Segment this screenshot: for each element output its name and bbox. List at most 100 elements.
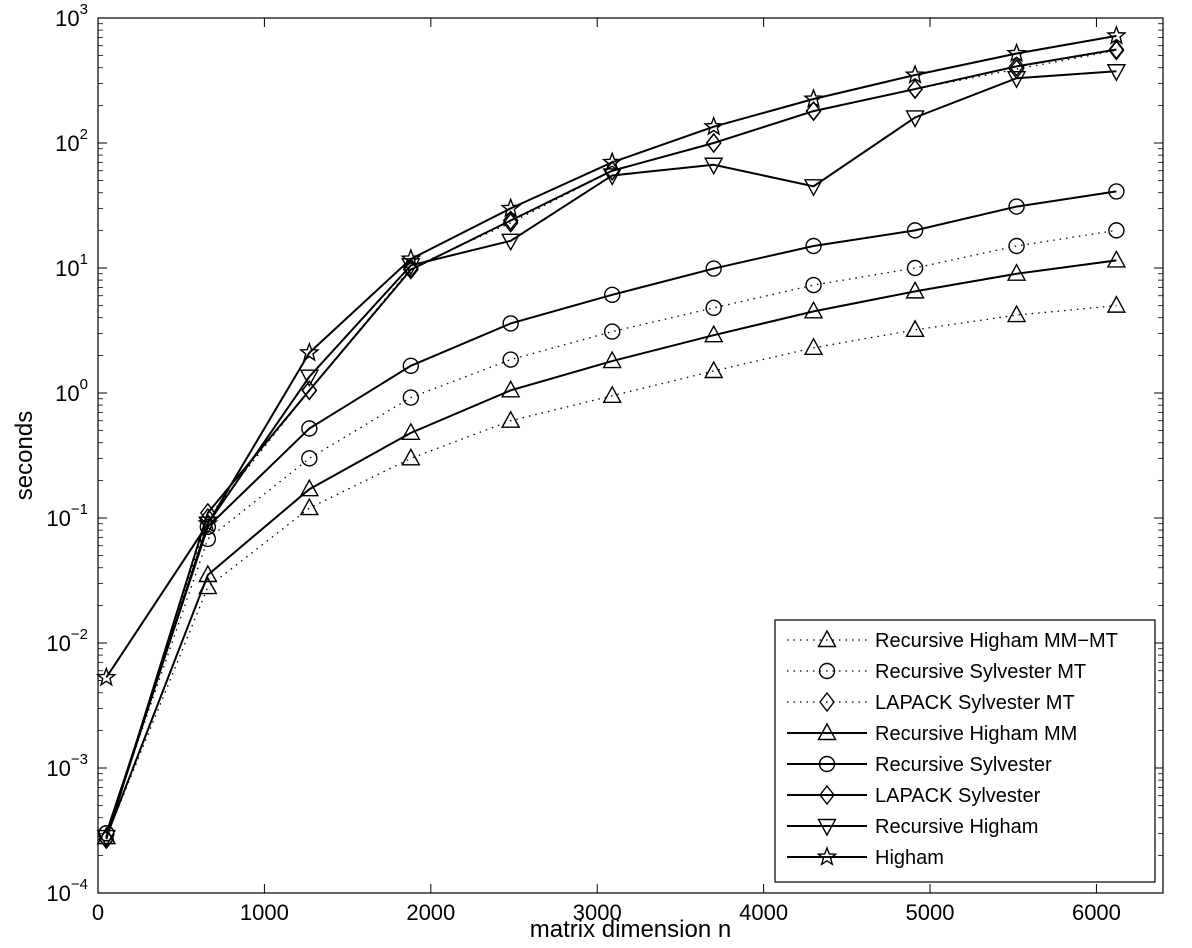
- legend-marker: [817, 722, 837, 741]
- data-point: [906, 222, 924, 239]
- data-point: [1006, 263, 1027, 281]
- y-tick-base: 10: [46, 881, 70, 906]
- data-point: [803, 179, 824, 197]
- data-point: [803, 87, 824, 108]
- legend: Recursive Higham MM−MT Recursive Sylveste…: [774, 619, 1156, 883]
- data-point: [602, 385, 622, 403]
- y-tick-label: 10−3: [46, 751, 88, 781]
- data-point: [400, 248, 422, 268]
- y-tick-label: 10−2: [46, 626, 88, 656]
- legend-marker: [819, 691, 835, 713]
- data-point: [1008, 56, 1025, 77]
- data-point: [904, 64, 926, 84]
- legend-marker: [818, 755, 836, 773]
- legend-item: LAPACK Sylvester MT: [787, 691, 1075, 714]
- legend-item: Recursive Higham: [787, 816, 1038, 838]
- data-point: [805, 100, 822, 122]
- y-tick-base: 10: [46, 506, 70, 531]
- data-point: [1006, 42, 1028, 63]
- y-tick-base: 10: [55, 381, 79, 406]
- data-point: [502, 212, 519, 233]
- data-point: [502, 210, 519, 231]
- data-point: [704, 324, 724, 343]
- data-point: [401, 447, 421, 466]
- legend-marker: [819, 784, 835, 806]
- data-point: [603, 323, 621, 340]
- y-tick-base: 10: [46, 756, 70, 781]
- legend-label: Recursive Higham: [875, 816, 1038, 838]
- y-tick-exponent: −1: [71, 501, 88, 518]
- y-tick-exponent: 2: [80, 126, 88, 143]
- data-point: [500, 197, 522, 218]
- legend-label: Recursive Higham MM−MT: [875, 630, 1118, 652]
- data-point: [1105, 24, 1127, 45]
- y-tick-exponent: −4: [71, 876, 88, 893]
- y-tick-exponent: 1: [80, 251, 88, 268]
- data-point: [198, 564, 218, 583]
- data-point: [502, 315, 519, 332]
- series-line: [105, 259, 1117, 838]
- data-point: [805, 276, 822, 294]
- y-tick-label: 10−1: [46, 501, 88, 531]
- legend-label: Recursive Sylvester MT: [875, 661, 1086, 683]
- y-tick-base: 10: [55, 6, 79, 31]
- data-point: [299, 478, 320, 497]
- plot-frame: [97, 17, 1164, 894]
- data-point: [299, 497, 320, 516]
- data-point: [803, 300, 824, 319]
- data-point: [905, 110, 925, 128]
- data-point: [602, 350, 622, 369]
- data-point: [502, 351, 519, 368]
- series-line: [105, 304, 1117, 838]
- legend-marker: [818, 662, 836, 680]
- y-tick-exponent: 3: [80, 1, 88, 18]
- data-point: [905, 280, 925, 299]
- data-point: [703, 115, 725, 136]
- y-tick-label: 101: [55, 251, 88, 281]
- legend-item: Higham: [787, 846, 944, 869]
- data-point: [906, 259, 924, 277]
- legend-item: Recursive Sylvester MT: [787, 661, 1086, 683]
- legend-item: LAPACK Sylvester: [787, 784, 1041, 807]
- data-point: [803, 337, 824, 355]
- data-point: [1108, 222, 1125, 239]
- legend-label: Higham: [875, 847, 944, 869]
- data-point: [501, 379, 521, 398]
- data-point: [199, 518, 217, 536]
- data-point: [301, 450, 318, 467]
- series-line: [105, 229, 1117, 834]
- y-axis-label: seconds: [11, 411, 38, 500]
- legend-marker: [817, 629, 837, 648]
- legend-label: LAPACK Sylvester MT: [875, 692, 1075, 714]
- data-point: [704, 157, 724, 176]
- y-tick-exponent: −2: [71, 626, 88, 643]
- legend-marker: [817, 818, 837, 837]
- legend-label: Recursive Higham MM: [875, 723, 1077, 745]
- data-point: [603, 286, 621, 304]
- x-axis-label: matrix dimension n: [530, 916, 731, 943]
- data-point: [1108, 39, 1125, 60]
- data-point: [298, 341, 320, 362]
- data-point: [907, 78, 923, 100]
- data-point: [301, 380, 318, 401]
- y-tick-base: 10: [55, 131, 79, 156]
- data-point: [704, 360, 724, 379]
- y-tick-label: 100: [55, 376, 88, 406]
- data-point: [301, 420, 318, 437]
- x-tick-label: 4000: [739, 900, 788, 925]
- data-point: [501, 233, 521, 252]
- data-point: [501, 410, 521, 428]
- data-point: [401, 422, 421, 441]
- y-tick-base: 10: [55, 256, 79, 281]
- series-2: [98, 222, 1125, 842]
- y-tick-label: 103: [55, 1, 88, 31]
- data-point: [805, 237, 822, 255]
- data-point: [98, 828, 115, 850]
- data-point: [1008, 198, 1025, 215]
- x-tick-label: 2000: [406, 900, 455, 925]
- x-tick-label: 6000: [1072, 900, 1121, 925]
- y-tick-exponent: 0: [80, 376, 88, 393]
- legend-marker: [816, 846, 838, 866]
